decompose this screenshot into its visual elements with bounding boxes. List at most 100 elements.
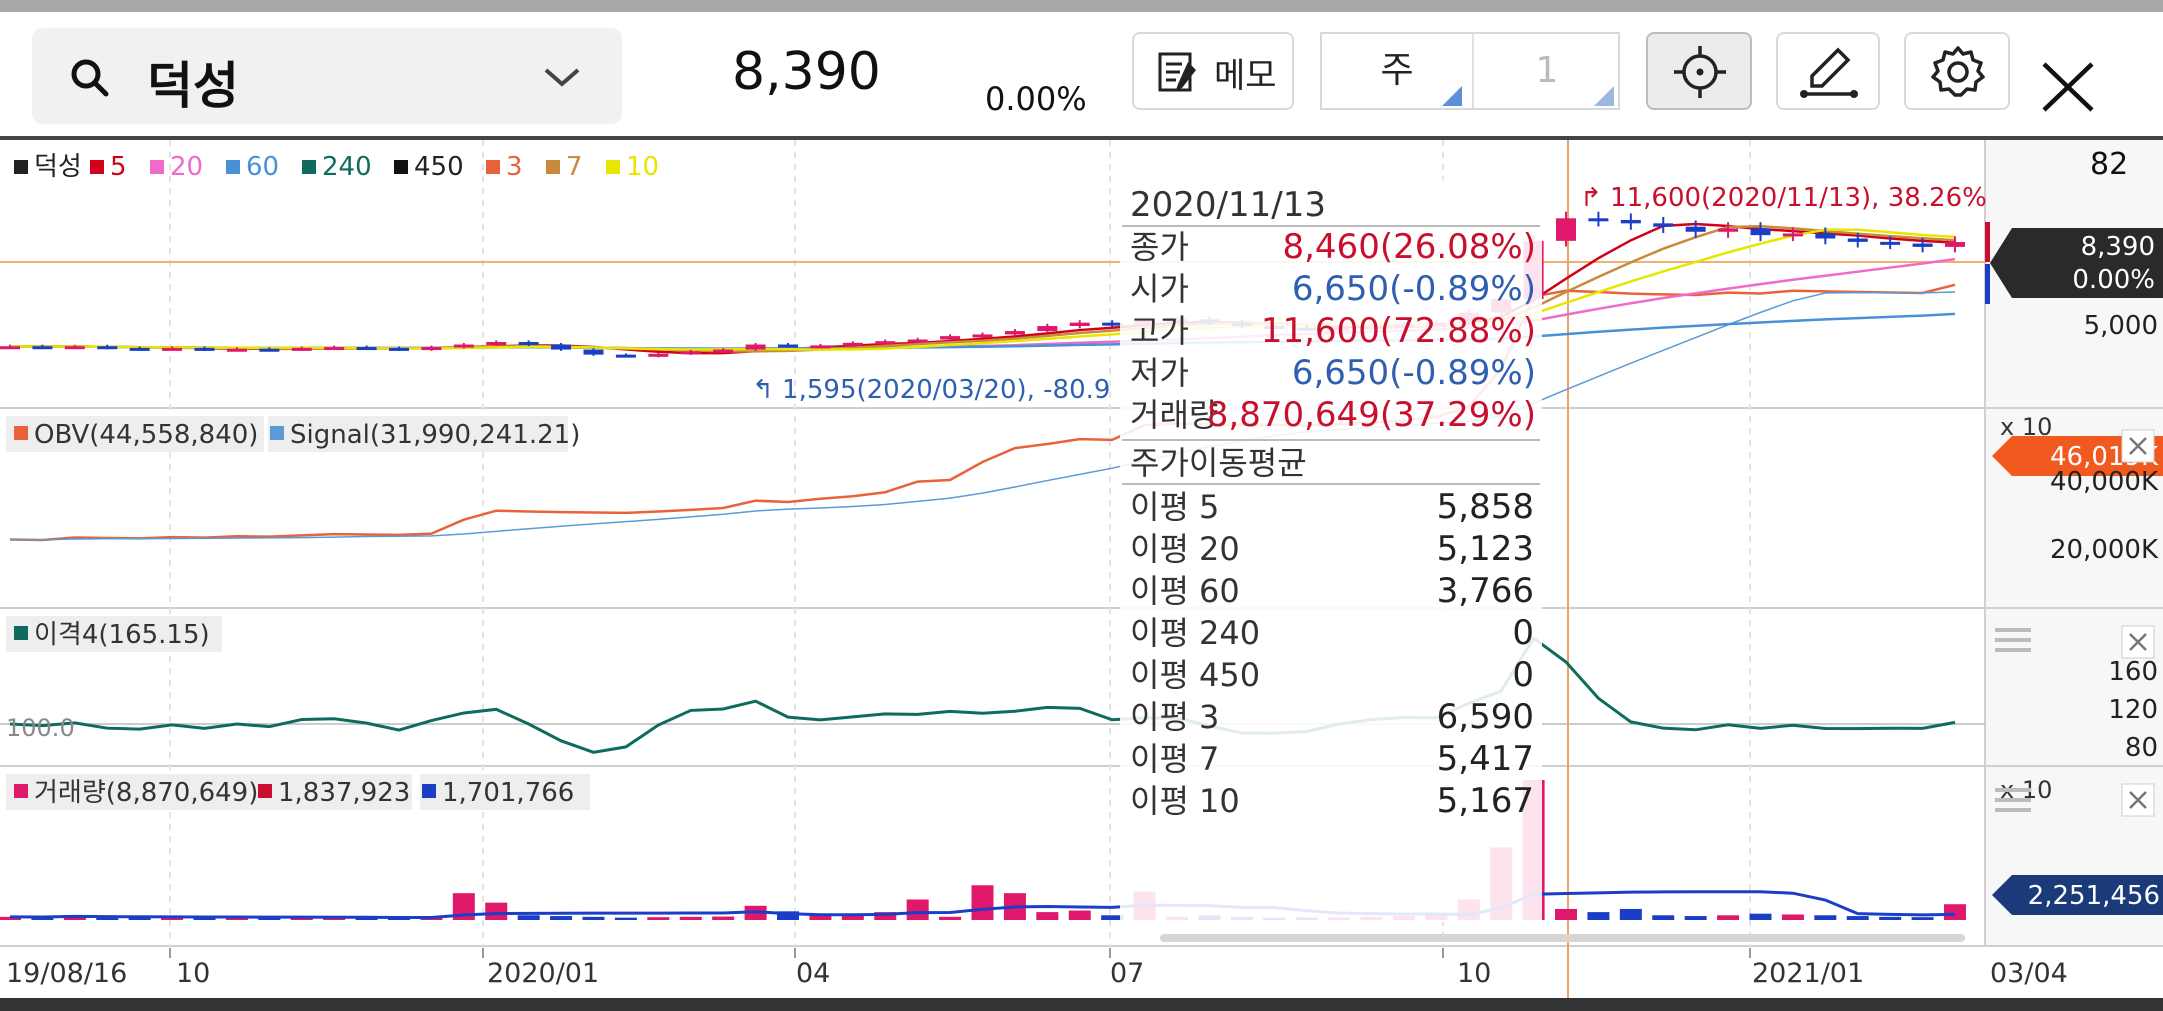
tooltip-ma-value: 0 xyxy=(1512,655,1534,695)
candle-body xyxy=(162,347,183,351)
stock-name: 덕성 xyxy=(147,57,239,115)
candle-body xyxy=(97,346,118,350)
legend-label: 450 xyxy=(414,152,464,182)
volume-bar xyxy=(1814,915,1837,920)
tooltip-date: 2020/11/13 xyxy=(1130,185,1326,225)
tooltip-ma-value: 5,123 xyxy=(1437,529,1534,569)
legend-label: 7 xyxy=(566,152,583,182)
candle-body xyxy=(324,347,345,351)
stock-search-box[interactable]: 덕성 xyxy=(32,28,622,124)
volume-bar xyxy=(193,917,216,920)
candle-body xyxy=(389,347,409,351)
disparity-line xyxy=(9,636,1956,754)
legend-swatch xyxy=(14,160,28,174)
main-axis-tick: 5,000 xyxy=(2084,311,2158,341)
volume-bar xyxy=(777,911,799,920)
candle-body xyxy=(583,349,604,355)
tooltip-row-label: 거래량 xyxy=(1130,396,1218,434)
volume-bar xyxy=(906,899,929,920)
close-icon[interactable] xyxy=(2040,62,2096,112)
period-unit-label: 주 xyxy=(1380,50,1414,91)
period-count-label: 1 xyxy=(1535,50,1559,91)
crosshair-icon xyxy=(1674,46,1726,98)
candle-body xyxy=(1556,218,1576,241)
legend-swatch xyxy=(150,160,164,174)
candle-body xyxy=(1037,326,1058,332)
x-axis-label: 19/08/16 xyxy=(6,958,127,989)
volume-bar xyxy=(1781,914,1804,920)
obv-axis-tick: 40,000K xyxy=(2050,467,2159,497)
volume-bar xyxy=(258,917,281,920)
low-annotation: ↰ 1,595(2020/03/20), -80.9 xyxy=(752,375,1110,405)
candle-body xyxy=(1750,228,1771,236)
candle-body xyxy=(226,348,247,352)
legend-label: 60 xyxy=(246,152,279,182)
candle-body xyxy=(907,339,928,343)
gear-icon xyxy=(1931,46,1985,97)
price-change: 0.00% xyxy=(985,80,1087,118)
chevron-down-icon[interactable] xyxy=(542,58,582,98)
bottom-strip xyxy=(0,998,2163,1011)
candle-body xyxy=(486,342,507,346)
draw-icon xyxy=(1800,47,1858,98)
memo-button[interactable]: 메모 xyxy=(1132,32,1294,110)
volume-ma-line xyxy=(9,890,1956,919)
volume-bar xyxy=(1684,916,1707,920)
price-tag-up-marker xyxy=(1985,222,1990,262)
candle-body xyxy=(1912,243,1933,247)
obv-legend-label: OBV(44,558,840) xyxy=(34,420,258,450)
price-tag-bg xyxy=(1990,228,2163,298)
volume-legend-bg xyxy=(6,774,412,810)
volume-bar xyxy=(614,917,637,920)
volume-bar xyxy=(1036,912,1059,920)
volume-ma2-swatch xyxy=(422,784,436,798)
tooltip-ma-label: 이평 5 xyxy=(1130,488,1219,526)
candle-body xyxy=(713,349,734,353)
candle-body xyxy=(551,344,572,350)
candle-body xyxy=(745,344,766,350)
obv-tag-bg xyxy=(1992,436,2163,476)
signal-line xyxy=(9,291,1956,541)
period-count-dropdown-icon xyxy=(1594,86,1614,106)
x-axis-label: 10 xyxy=(1457,958,1491,989)
panel-close-icon xyxy=(2129,437,2147,455)
volume-bar xyxy=(809,913,832,920)
candle-body xyxy=(291,347,312,351)
volume-bar xyxy=(550,916,573,920)
x-axis-label: 03/04 xyxy=(1990,958,2068,989)
volume-bar xyxy=(1879,916,1902,920)
stock-chart[interactable]: 덕성 5 20 60 240 450 3 7 10 OBV(44,558,840) Signal(3… xyxy=(0,140,2163,1011)
panel-close-icon xyxy=(2129,633,2147,651)
draw-tool-button[interactable] xyxy=(1776,32,1880,110)
candle-body xyxy=(259,348,280,352)
disparity-axis-tick: 120 xyxy=(2108,695,2158,725)
legend-swatch xyxy=(394,160,408,174)
tooltip-ma-label: 이평 3 xyxy=(1130,698,1219,736)
volume-ma1-swatch xyxy=(258,784,272,798)
price-tag-down-marker xyxy=(1985,264,1990,304)
volume-bar xyxy=(679,916,702,920)
crosshair-button[interactable] xyxy=(1646,32,1752,110)
tooltip-row-value: 8,870,649(37.29%) xyxy=(1207,395,1536,435)
search-icon xyxy=(71,59,109,97)
status-strip xyxy=(0,0,2163,12)
period-unit-dropdown-icon xyxy=(1442,86,1462,106)
legend-label: 5 xyxy=(110,152,127,182)
volume-bar xyxy=(452,893,475,920)
disparity-axis-tick: 160 xyxy=(2108,657,2158,687)
candle-layer xyxy=(0,211,1965,358)
volume-bar xyxy=(841,915,864,920)
tooltip-ma-label: 이평 10 xyxy=(1130,782,1240,820)
period-count-select[interactable]: 1 xyxy=(1474,34,1620,108)
disparity-legend-swatch xyxy=(14,626,28,640)
volume-bar xyxy=(971,885,994,920)
tooltip-ma-value: 3,766 xyxy=(1437,571,1534,611)
period-unit-select[interactable]: 주 xyxy=(1322,34,1474,108)
settings-button[interactable] xyxy=(1904,32,2010,110)
candle-body xyxy=(1880,241,1901,245)
candle-body xyxy=(1718,228,1739,232)
candle-body xyxy=(778,344,798,348)
candle-body xyxy=(1685,226,1706,232)
candle-body xyxy=(972,334,993,338)
